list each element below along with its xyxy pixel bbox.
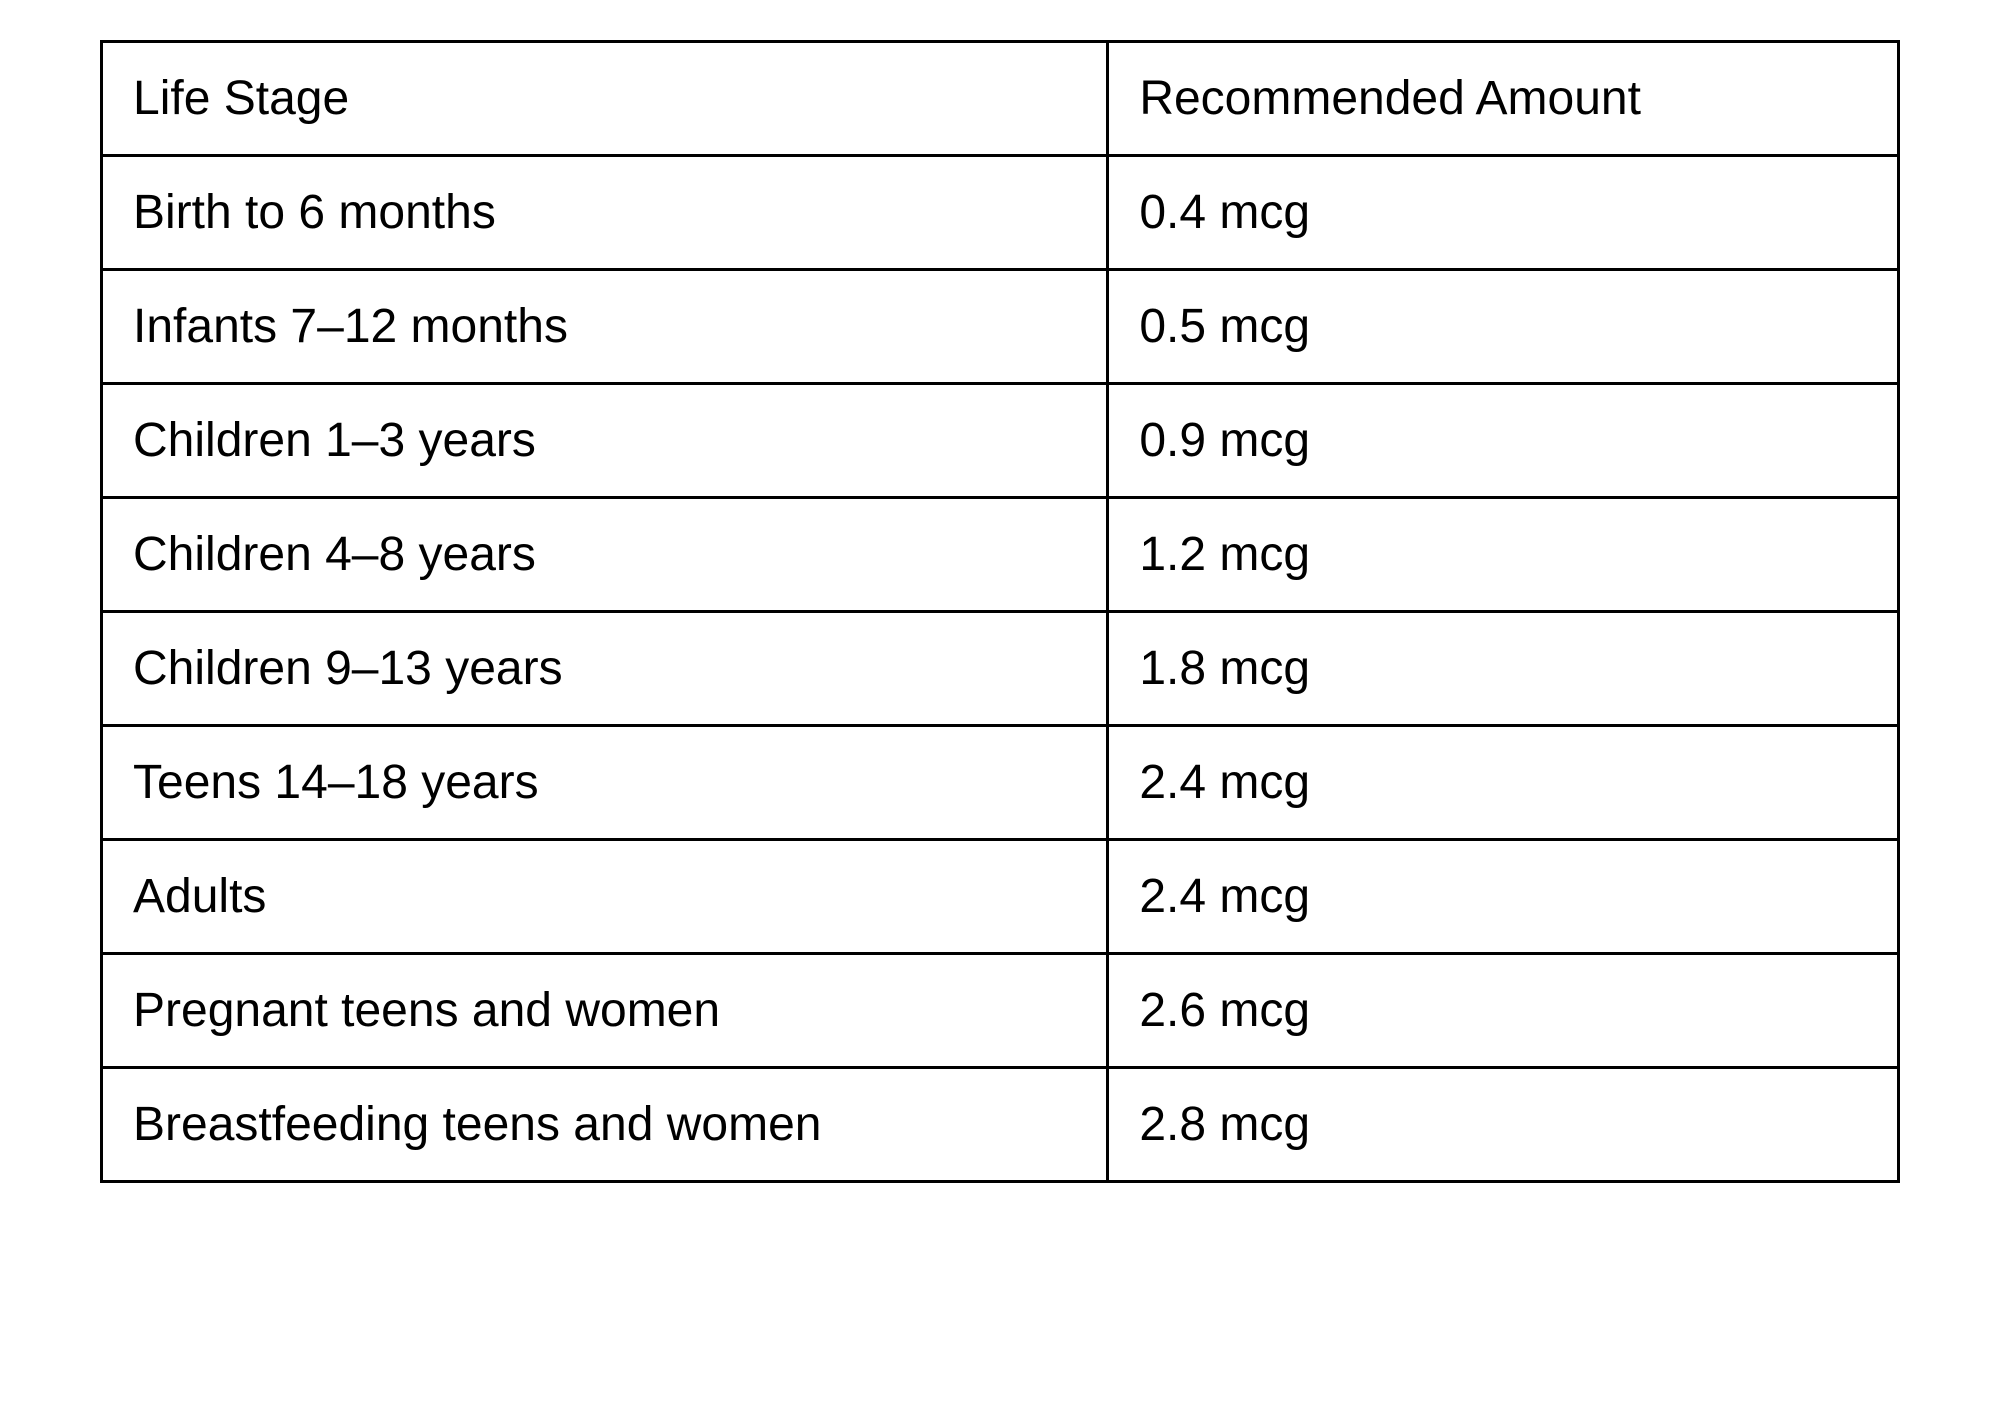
table-row: Pregnant teens and women 2.6 mcg [102,954,1899,1068]
cell-amount: 2.4 mcg [1108,726,1899,840]
cell-life-stage: Children 1–3 years [102,384,1108,498]
table-row: Birth to 6 months 0.4 mcg [102,156,1899,270]
cell-amount: 2.8 mcg [1108,1068,1899,1182]
table-header-row: Life Stage Recommended Amount [102,42,1899,156]
cell-life-stage: Adults [102,840,1108,954]
cell-amount: 0.9 mcg [1108,384,1899,498]
header-cell-recommended-amount: Recommended Amount [1108,42,1899,156]
data-table: Life Stage Recommended Amount Birth to 6… [100,40,1900,1183]
cell-amount: 1.2 mcg [1108,498,1899,612]
header-cell-life-stage: Life Stage [102,42,1108,156]
table-row: Children 1–3 years 0.9 mcg [102,384,1899,498]
table-row: Children 9–13 years 1.8 mcg [102,612,1899,726]
cell-life-stage: Children 4–8 years [102,498,1108,612]
cell-life-stage: Children 9–13 years [102,612,1108,726]
cell-amount: 0.5 mcg [1108,270,1899,384]
cell-amount: 2.4 mcg [1108,840,1899,954]
table-row: Children 4–8 years 1.2 mcg [102,498,1899,612]
table-row: Adults 2.4 mcg [102,840,1899,954]
cell-life-stage: Breastfeeding teens and women [102,1068,1108,1182]
cell-amount: 1.8 mcg [1108,612,1899,726]
table-row: Teens 14–18 years 2.4 mcg [102,726,1899,840]
recommended-amount-table: Life Stage Recommended Amount Birth to 6… [100,40,1900,1183]
cell-amount: 2.6 mcg [1108,954,1899,1068]
cell-life-stage: Teens 14–18 years [102,726,1108,840]
cell-life-stage: Pregnant teens and women [102,954,1108,1068]
cell-life-stage: Birth to 6 months [102,156,1108,270]
table-row: Infants 7–12 months 0.5 mcg [102,270,1899,384]
cell-amount: 0.4 mcg [1108,156,1899,270]
cell-life-stage: Infants 7–12 months [102,270,1108,384]
table-row: Breastfeeding teens and women 2.8 mcg [102,1068,1899,1182]
